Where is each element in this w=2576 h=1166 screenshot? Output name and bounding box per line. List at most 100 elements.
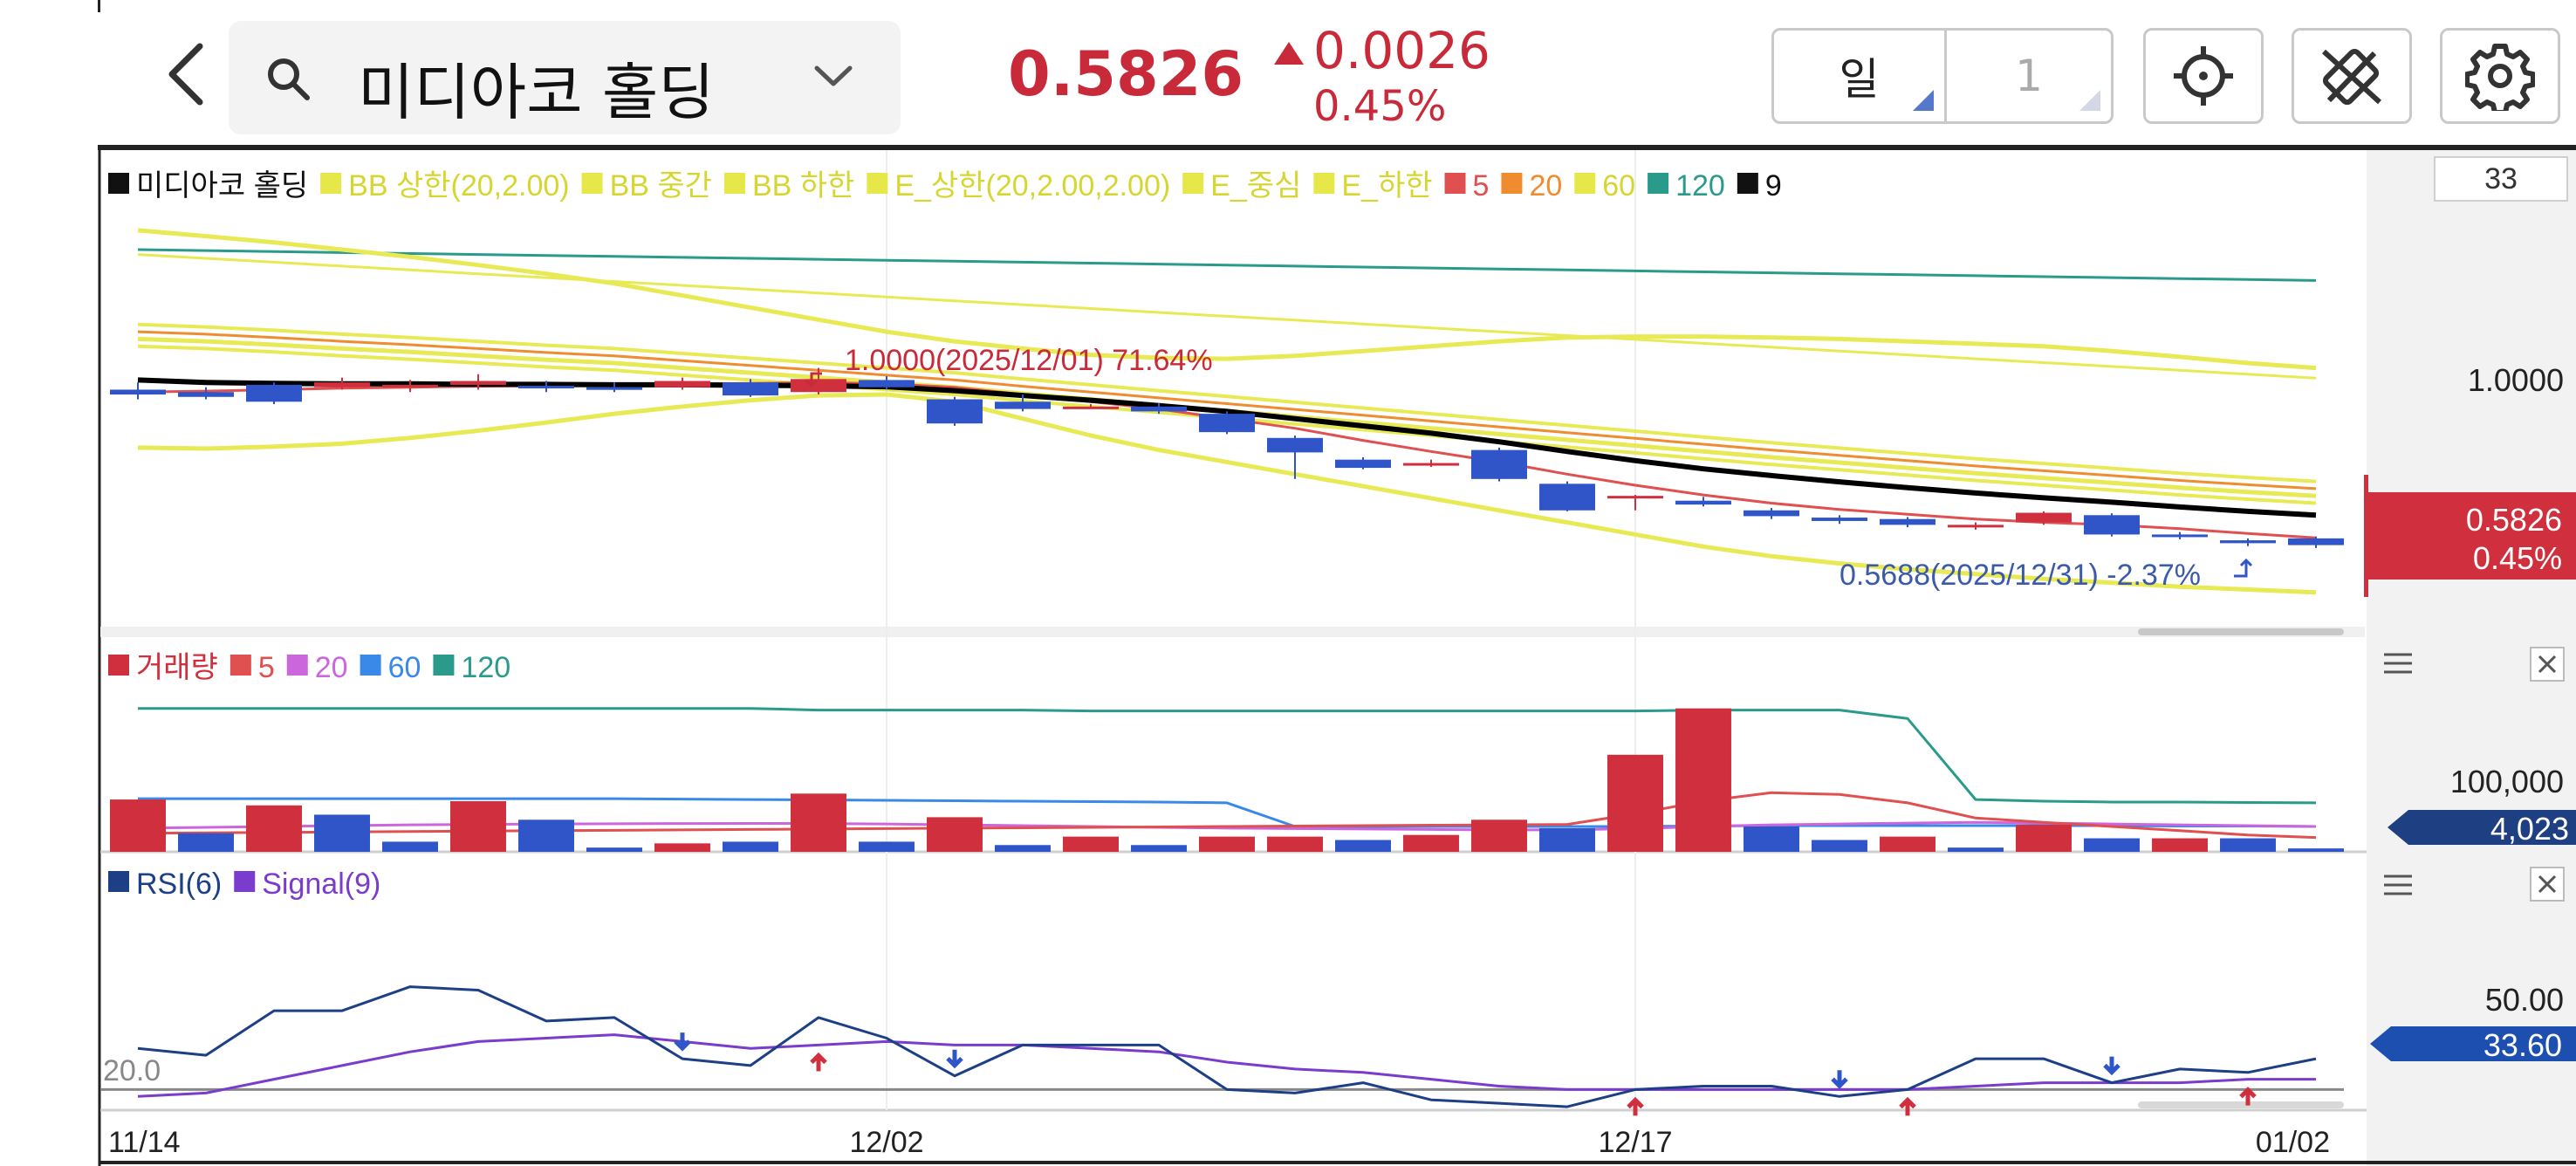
- panel-separator: [100, 627, 2365, 637]
- volume-bar: [654, 843, 710, 852]
- rsi-scrollbar[interactable]: [2138, 1101, 2344, 1108]
- volume-bar: [1744, 826, 1799, 852]
- volume-bars: [110, 708, 2344, 852]
- candle-body: [178, 392, 234, 397]
- volume-legend-swatch: [286, 655, 308, 676]
- volume-bar: [927, 817, 983, 852]
- x-tick-label: 01/02: [2256, 1126, 2330, 1159]
- change-percent: 0.45%: [1313, 82, 1447, 131]
- settings-button[interactable]: [2440, 28, 2560, 124]
- volume-bar: [246, 805, 302, 852]
- price-legend-swatch: [1182, 173, 1204, 194]
- up-arrow-icon: [2239, 1087, 2257, 1106]
- change-value: 0.0026: [1313, 21, 1490, 80]
- overlay-lines: [137, 228, 2317, 595]
- scale-box[interactable]: [2434, 156, 2568, 202]
- volume-bar: [110, 799, 166, 852]
- horizontal-scrollbar[interactable]: [2138, 628, 2344, 635]
- signal-line: [137, 1033, 2316, 1098]
- candle-body: [2152, 534, 2208, 538]
- candle-body: [110, 389, 166, 394]
- price-annotations: 1.0000(2025/12/01) 71.64% 0.5688(2025/12…: [805, 344, 2253, 592]
- rsi-legend: RSI(6) Signal(9): [108, 868, 380, 901]
- price-legend-label: E_하한: [1341, 169, 1432, 202]
- candle-body: [518, 386, 574, 389]
- stock-name: 미디아코 홀딩: [358, 57, 715, 128]
- up-arrow-icon: [1899, 1096, 1916, 1116]
- price-legend-label: E_상한(20,2.00,2.00): [894, 169, 1170, 202]
- price-legend-swatch: [1648, 173, 1669, 194]
- candle-body: [1880, 518, 1935, 525]
- stock-search-box[interactable]: 미디아코 홀딩: [229, 21, 901, 134]
- x-axis-ticks: 11/14 12/02 12/17 01/02: [108, 1126, 2330, 1159]
- price-legend-label: BB 상한(20,2.00): [348, 169, 569, 202]
- rsi-lines: [137, 985, 2317, 1108]
- bb-lower-line: [137, 392, 2317, 595]
- crosshair-button[interactable]: [2143, 28, 2264, 124]
- candle-body: [927, 399, 983, 424]
- back-icon: [168, 43, 203, 106]
- volume-bar: [859, 841, 915, 852]
- candle-body: [1812, 518, 1867, 521]
- price-legend-swatch: [581, 173, 603, 194]
- volume-bar: [586, 847, 642, 852]
- volume-bar: [1539, 827, 1595, 852]
- candles: [110, 367, 2344, 548]
- gear-icon: [2465, 44, 2535, 111]
- price-y-tick: 1.0000: [2468, 362, 2564, 398]
- candle-body: [1063, 406, 1119, 409]
- price-legend-label: 5: [1473, 169, 1490, 202]
- rsi-menu-icon[interactable]: [2384, 874, 2412, 895]
- period-unit-button[interactable]: 일: [1774, 31, 1947, 121]
- chevron-down-icon[interactable]: [812, 59, 855, 94]
- candle-body: [654, 381, 710, 388]
- price-legend-swatch: [1501, 173, 1523, 194]
- period-count-label: 1: [2015, 51, 2043, 101]
- x-tick-label: 12/02: [849, 1126, 923, 1159]
- volume-bar: [178, 833, 234, 852]
- ma20-line: [137, 330, 2317, 490]
- candle-body: [1607, 496, 1663, 499]
- up-arrow-icon: [1627, 1096, 1644, 1116]
- candle-body: [1403, 463, 1459, 466]
- envelope-upper-line: [137, 253, 2317, 380]
- header-divider: [98, 145, 2576, 150]
- current-price: 0.5826: [1008, 38, 1244, 110]
- price-legend-swatch: [1574, 173, 1596, 194]
- volume-current-value: 4,023: [2490, 811, 2569, 847]
- chart-area[interactable]: 미디아코 홀딩 BB 상한(20,2.00) BB 중간 BB 하한 E_상한(20,2…: [0, 150, 2576, 1166]
- x-tick-label: 11/14: [108, 1126, 181, 1159]
- dropdown-corner-icon: [2079, 90, 2100, 111]
- price-legend-label: BB 중간: [610, 169, 712, 202]
- volume-menu-icon[interactable]: [2384, 653, 2412, 674]
- period-count-button[interactable]: 1: [1947, 31, 2111, 121]
- rsi-y-tick: 50.00: [2485, 982, 2564, 1018]
- volume-legend-swatch: [433, 655, 455, 676]
- volume-bar: [995, 845, 1051, 852]
- volume-bar: [1335, 840, 1391, 852]
- price-legend-swatch: [1444, 173, 1466, 194]
- rsi-current-tag: [2370, 1026, 2576, 1061]
- price-legend-swatch: [320, 173, 342, 194]
- back-button[interactable]: [153, 35, 223, 113]
- candle-body: [382, 384, 438, 388]
- volume-bar: [791, 793, 846, 852]
- volume-close-icon[interactable]: [2530, 647, 2565, 682]
- candle-body: [450, 381, 506, 385]
- rsi-close-icon[interactable]: [2530, 867, 2565, 902]
- up-triangle-icon: [1274, 42, 1304, 65]
- left-border: [98, 0, 100, 12]
- down-arrow-icon: [674, 1032, 691, 1052]
- down-arrow-icon: [946, 1049, 963, 1069]
- rsi-reference-label: 20.0: [103, 1054, 161, 1087]
- volume-bar: [1131, 845, 1187, 852]
- price-legend-label: 20: [1529, 169, 1562, 202]
- candle-body: [1539, 484, 1595, 511]
- erase-drawings-button[interactable]: [2292, 28, 2412, 124]
- x-tick-label: 12/17: [1598, 1126, 1672, 1159]
- volume-legend-label: 60: [388, 651, 421, 684]
- volume-bar: [723, 841, 778, 852]
- volume-legend-swatch: [360, 655, 381, 676]
- candle-body: [1948, 525, 2004, 528]
- period-selector: 일 1: [1771, 28, 2114, 124]
